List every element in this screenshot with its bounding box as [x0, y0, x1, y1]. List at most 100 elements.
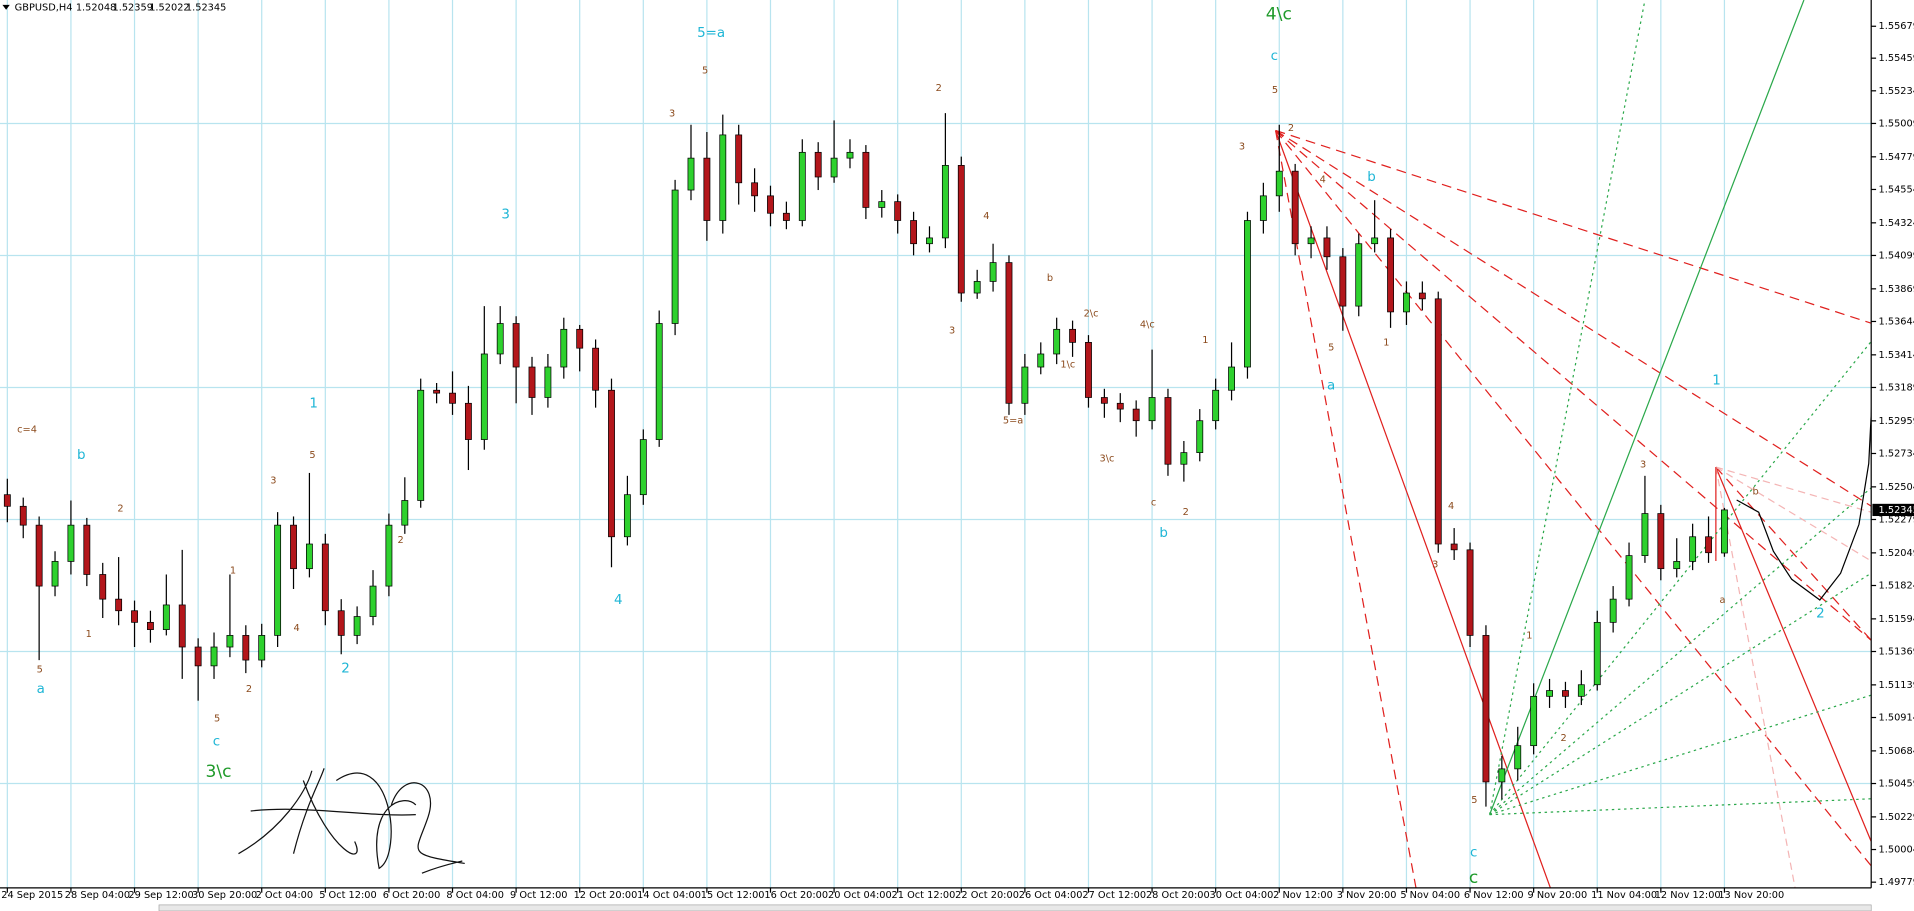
- candle-body: [115, 598, 123, 612]
- candle-body: [51, 561, 59, 587]
- candle-body: [480, 353, 488, 440]
- candle-body: [1180, 452, 1188, 465]
- candle-body: [1100, 397, 1108, 404]
- candle-body: [1053, 328, 1061, 355]
- candle-body: [464, 402, 472, 440]
- fan-line: [1275, 129, 1872, 507]
- wave-label: 4: [983, 211, 989, 222]
- x-tick-label: 6 Oct 20:00: [383, 890, 441, 901]
- wave-label: 1: [309, 397, 318, 412]
- wave-label: 1: [1202, 335, 1208, 346]
- symbol-label: GBPUSD,H4: [15, 2, 73, 13]
- wave-label: 1\c: [1060, 360, 1075, 371]
- candle-body: [99, 574, 107, 600]
- wave-label: 2: [1183, 507, 1189, 518]
- wave-label: 3\c: [1099, 454, 1114, 465]
- x-tick-label: 15 Oct 12:00: [701, 890, 765, 901]
- fan-line: [1489, 0, 1805, 815]
- candle-body: [1466, 549, 1474, 636]
- wave-label: 5: [1272, 85, 1278, 96]
- wave-label: 1: [1712, 374, 1721, 389]
- candle-body: [1705, 536, 1712, 554]
- candle-body: [1037, 353, 1045, 368]
- candle-body: [751, 182, 759, 197]
- fan-line: [1275, 130, 1557, 903]
- y-tick-label: 1.50459: [1879, 779, 1914, 790]
- wave-label: 5: [37, 665, 43, 676]
- candle-body: [1291, 170, 1299, 245]
- candle-body: [1371, 237, 1379, 245]
- scrollbar[interactable]: [158, 904, 1872, 911]
- wave-label: 2\c: [1084, 308, 1099, 319]
- header-open: 1.52048: [76, 2, 116, 13]
- candle-body: [1275, 170, 1283, 197]
- candle-body: [242, 635, 250, 661]
- candle-body: [1021, 366, 1029, 404]
- candle-body: [1434, 298, 1442, 545]
- header-close: 1.52345: [186, 2, 226, 13]
- wave-label: c: [1470, 845, 1477, 860]
- wave-label: c: [1151, 497, 1156, 508]
- x-tick-label: 20 Oct 04:00: [828, 890, 892, 901]
- x-tick-label: 21 Oct 12:00: [892, 890, 956, 901]
- candle-body: [767, 195, 774, 214]
- candle-body: [576, 328, 584, 349]
- candle-body: [862, 151, 870, 208]
- wave-label: 4\c: [1140, 319, 1155, 330]
- candle-body: [1228, 366, 1235, 391]
- candle-body: [926, 237, 933, 245]
- x-tick-label: 24 Sep 2015: [1, 890, 63, 901]
- x-tick-label: 28 Sep 04:00: [65, 890, 130, 901]
- header-low: 1.52022: [149, 2, 189, 13]
- candle-body: [1530, 695, 1538, 747]
- y-tick-label: 1.50684: [1879, 746, 1914, 757]
- price-axis-bg: [1871, 0, 1914, 911]
- x-tick-label: 2 Oct 04:00: [256, 890, 314, 901]
- wave-label: 3\c: [205, 762, 231, 782]
- wave-label: 4: [614, 593, 623, 608]
- wave-label: 5=a: [1003, 416, 1023, 427]
- y-tick-label: 1.54324: [1879, 218, 1914, 229]
- wave-label: a: [37, 682, 45, 697]
- candle-body: [1689, 536, 1697, 562]
- candle-body: [258, 635, 266, 661]
- candle-body: [1212, 389, 1220, 422]
- candle-body: [1307, 237, 1315, 245]
- fan-line: [1715, 466, 1872, 641]
- wave-label: c=4: [17, 424, 37, 435]
- wave-label: 1: [1526, 630, 1532, 641]
- y-tick-label: 1.51369: [1879, 647, 1914, 658]
- wave-label: 5: [1328, 343, 1334, 354]
- candles: [3, 113, 1728, 807]
- candle-body: [1148, 397, 1156, 422]
- x-tick-label: 29 Sep 12:00: [128, 890, 193, 901]
- candle-body: [1593, 621, 1601, 686]
- candle-body: [528, 366, 536, 398]
- candle-body: [878, 201, 886, 208]
- y-tick-label: 1.52734: [1879, 448, 1914, 459]
- candle-body: [1673, 561, 1681, 570]
- y-tick-label: 1.51824: [1879, 581, 1914, 592]
- y-tick-label: 1.55234: [1879, 86, 1914, 97]
- wave-label: 2: [1816, 606, 1825, 621]
- candle-body: [671, 189, 679, 324]
- candle-body: [782, 212, 790, 221]
- x-tick-label: 12 Nov 12:00: [1655, 890, 1721, 901]
- candle-body: [305, 543, 313, 570]
- fan-line: [1489, 487, 1872, 816]
- fan-line: [1715, 466, 1872, 562]
- candle-body: [19, 505, 27, 526]
- wave-label: 4\c: [1266, 5, 1292, 25]
- wave-label: 4: [294, 623, 300, 634]
- fan-line: [1489, 0, 1646, 815]
- fan-line: [1715, 466, 1799, 903]
- candle-body: [385, 524, 393, 587]
- fan-line: [1275, 129, 1872, 324]
- candle-body: [608, 389, 615, 538]
- wave-labels: 5=a4\c3\cc3142abccbab12cc=45322534b2\c4\…: [17, 5, 1825, 888]
- candle-body: [290, 524, 297, 570]
- candle-body: [401, 500, 409, 526]
- y-tick-label: 1.51594: [1879, 614, 1914, 625]
